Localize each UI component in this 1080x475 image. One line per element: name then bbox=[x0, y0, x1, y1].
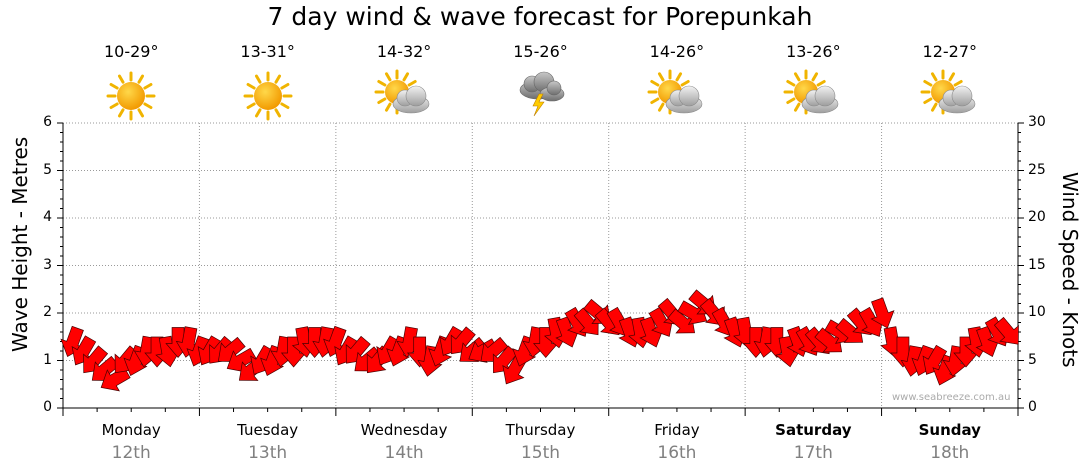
day-label: Saturday bbox=[775, 421, 852, 439]
sun-icon bbox=[233, 66, 303, 122]
right-tick-label: 25 bbox=[1028, 161, 1046, 178]
day-label: Friday bbox=[654, 421, 700, 439]
right-tick-label: 15 bbox=[1028, 256, 1046, 273]
partly-cloudy-icon bbox=[642, 66, 712, 122]
temperature-range: 12-27° bbox=[922, 42, 978, 61]
date-label: 12th bbox=[111, 443, 151, 463]
left-tick-label: 5 bbox=[43, 161, 52, 178]
chart-title: 7 day wind & wave forecast for Porepunka… bbox=[267, 2, 813, 31]
day-label: Wednesday bbox=[360, 421, 448, 439]
temperature-range: 14-26° bbox=[649, 42, 705, 61]
left-tick-label: 1 bbox=[43, 351, 52, 368]
wind-arrow bbox=[993, 316, 1019, 345]
left-tick-label: 6 bbox=[43, 114, 52, 130]
day-label: Tuesday bbox=[237, 421, 299, 439]
right-tick-label: 30 bbox=[1028, 114, 1046, 130]
right-tick-label: 10 bbox=[1028, 304, 1046, 320]
storm-icon bbox=[506, 66, 576, 122]
right-tick-label: 0 bbox=[1028, 399, 1037, 415]
partly-cloudy-icon bbox=[369, 66, 439, 122]
temperature-range: 13-26° bbox=[786, 42, 841, 61]
day-label: Monday bbox=[101, 421, 161, 439]
date-label: 15th bbox=[520, 443, 561, 463]
wind-arrow bbox=[870, 297, 895, 329]
sun-icon bbox=[96, 66, 166, 122]
partly-cloudy-icon bbox=[915, 66, 985, 122]
date-label: 17th bbox=[793, 443, 833, 463]
wind-arrow bbox=[573, 307, 599, 336]
date-label: 13th bbox=[248, 443, 288, 463]
partly-cloudy-icon bbox=[778, 66, 848, 122]
day-label: Sunday bbox=[918, 421, 981, 439]
wind-arrow bbox=[492, 345, 518, 374]
right-tick-label: 5 bbox=[1028, 351, 1037, 368]
left-tick-label: 3 bbox=[43, 256, 52, 273]
right-tick-label: 20 bbox=[1028, 209, 1046, 225]
temperature-range: 14-32° bbox=[376, 42, 432, 61]
left-tick-label: 2 bbox=[43, 304, 52, 320]
day-label: Thursday bbox=[505, 421, 576, 439]
temperature-range: 15-26° bbox=[513, 42, 568, 61]
watermark: www.seabreeze.com.au bbox=[892, 392, 1011, 403]
wind-arrow bbox=[814, 327, 843, 353]
wind-arrow bbox=[835, 317, 864, 343]
left-tick-label: 4 bbox=[43, 209, 52, 225]
date-label: 18th bbox=[930, 443, 970, 463]
date-label: 14th bbox=[384, 443, 424, 463]
temperature-range: 13-31° bbox=[240, 42, 295, 61]
date-label: 16th bbox=[657, 443, 697, 463]
temperature-range: 10-29° bbox=[103, 42, 159, 61]
left-tick-label: 0 bbox=[43, 399, 52, 415]
wind-arrow bbox=[667, 308, 695, 334]
